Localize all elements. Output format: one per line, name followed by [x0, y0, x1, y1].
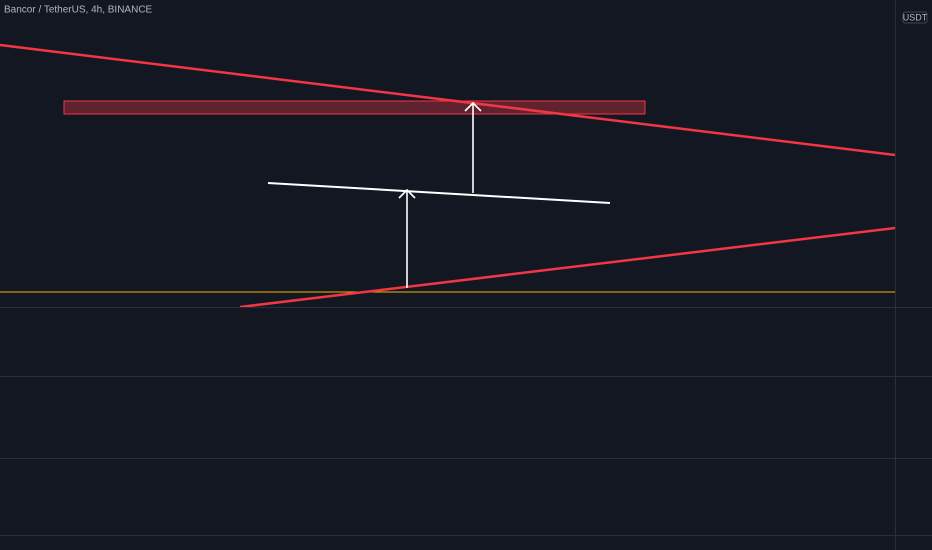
chart-title: Bancor / TetherUS, 4h, BINANCE [4, 5, 153, 16]
arrow [464, 101, 482, 193]
resistance-zone [63, 100, 646, 115]
drawings [0, 43, 896, 309]
arrow [398, 188, 416, 288]
currency[interactable]: USDT [903, 12, 928, 22]
currency-box[interactable] [902, 11, 928, 24]
trend-line [239, 226, 896, 309]
neckline [267, 182, 611, 204]
trend-line [0, 43, 896, 157]
